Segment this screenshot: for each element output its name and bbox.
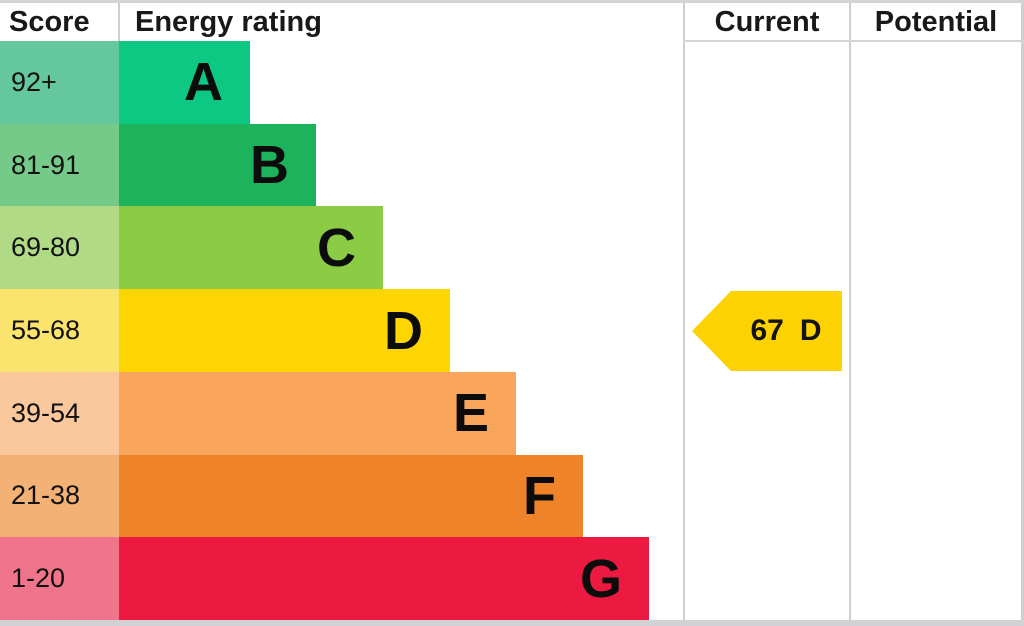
band-bar-f: F [119, 454, 583, 538]
band-rows: 92+ A 81-91 B 69-80 C 55-68 D 39-54 E 21-38 F 1-20 G [0, 41, 683, 621]
potential-column-divider [849, 3, 851, 620]
header-underline [683, 40, 1024, 42]
band-bar-c: C [119, 206, 383, 290]
score-range-c: 69-80 [0, 206, 119, 290]
top-border [0, 0, 1024, 3]
score-range-d: 55-68 [0, 289, 119, 372]
score-range-b: 81-91 [0, 123, 119, 207]
score-column-divider [118, 3, 120, 41]
band-row-d: 55-68 D [0, 289, 683, 372]
band-row-c: 69-80 C [0, 206, 683, 290]
band-bar-g: G [119, 537, 649, 621]
current-rating-band: D [799, 314, 822, 347]
potential-column-header: Potential [874, 5, 998, 38]
current-rating-score: 67 [750, 314, 784, 347]
right-border [1021, 3, 1024, 620]
band-row-e: 39-54 E [0, 371, 683, 455]
band-bar-d: D [119, 289, 450, 372]
score-range-f: 21-38 [0, 454, 119, 538]
bottom-border [0, 620, 1024, 626]
score-range-e: 39-54 [0, 371, 119, 455]
band-bar-e: E [119, 371, 516, 455]
score-range-g: 1-20 [0, 537, 119, 621]
band-bar-b: B [119, 123, 316, 207]
score-range-a: 92+ [0, 41, 119, 124]
band-row-b: 81-91 B [0, 123, 683, 207]
current-rating-arrow: 67 D [692, 291, 842, 371]
band-row-a: 92+ A [0, 41, 683, 124]
energy-rating-column-header: Energy rating [135, 5, 322, 38]
header-row: Score Energy rating Current Potential [0, 3, 1024, 41]
band-row-f: 21-38 F [0, 454, 683, 538]
band-row-g: 1-20 G [0, 537, 683, 621]
current-column-header: Current [714, 5, 820, 38]
score-column-header: Score [9, 5, 90, 38]
current-column-divider [683, 3, 685, 620]
band-bar-a: A [119, 41, 250, 124]
